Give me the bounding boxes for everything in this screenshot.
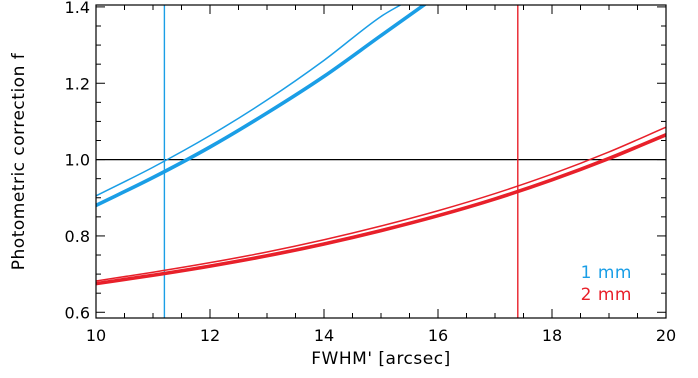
series-1-curve-thick (96, 5, 428, 208)
x-tick-label: 16 (428, 326, 448, 345)
y-axis-label: Photometric correction f (9, 52, 29, 270)
legend-entry-1: 1 mm (581, 263, 632, 283)
series-1-curve-thin (96, 5, 402, 197)
y-tick-label: 1.2 (65, 74, 90, 93)
y-tick-label: 0.8 (65, 227, 90, 246)
axis-ticks (95, 5, 667, 318)
legend: 1 mm2 mm (581, 263, 632, 305)
y-tick-label: 1.4 (65, 0, 90, 17)
series-2-curve-thin (96, 126, 666, 282)
x-tick-label: 14 (314, 326, 334, 345)
y-tick-label: 0.6 (65, 303, 90, 322)
x-tick-label: 12 (200, 326, 220, 345)
curves (96, 5, 666, 286)
x-tick-label: 10 (86, 326, 106, 345)
legend-entry-2: 2 mm (581, 285, 632, 305)
x-axis-label: FWHM' [arcsec] (311, 349, 450, 369)
tick-labels: 10 12 14 16 18 20 0.6 0.8 1.0 1.2 1.4 (65, 0, 677, 345)
y-tick-label: 1.0 (65, 151, 90, 170)
x-tick-label: 18 (542, 326, 562, 345)
series-2-curve-thick (96, 132, 666, 286)
x-tick-label: 20 (656, 326, 676, 345)
